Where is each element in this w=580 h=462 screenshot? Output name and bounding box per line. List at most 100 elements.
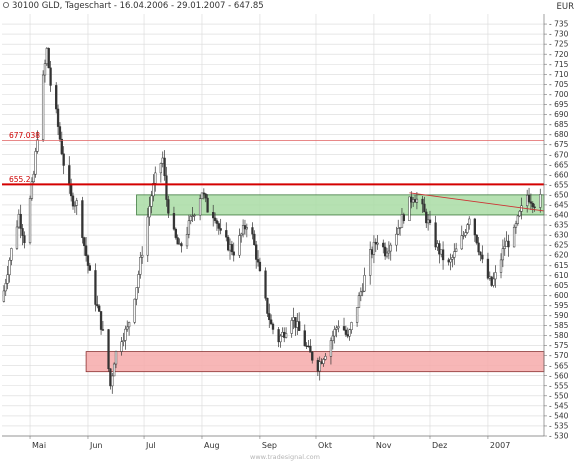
candle-body [290,320,293,334]
y-tick-label: - 610 [549,271,569,280]
candle-body [387,250,391,254]
y-tick-label: - 730 [549,30,569,39]
candle-body [111,375,114,387]
y-tick-label: - 660 [549,170,569,179]
y-tick-label: - 555 [549,381,569,390]
candle-body [460,235,463,250]
candle-body [62,153,65,166]
y-tick-label: - 715 [549,60,569,69]
candle-body [75,200,78,206]
candle-body [200,192,204,199]
candle-body [488,276,491,279]
candle-body [527,194,531,202]
candle-body [428,219,432,223]
y-tick-label: - 590 [549,311,569,320]
y-tick-label: - 545 [549,401,569,410]
candle-body [193,214,196,217]
y-tick-label: - 650 [549,190,569,199]
x-tick-label: Jul [145,441,156,450]
candle-body [415,198,419,203]
y-tick-label: - 560 [549,371,569,380]
y-tick-label: - 615 [549,261,569,270]
candle-body [84,245,88,256]
candle-body [475,234,478,244]
candle-body [96,304,99,307]
candle-body [32,173,35,183]
candle-body [163,157,166,177]
candle-body [245,227,248,230]
candle-body [159,163,163,174]
candle-body [402,214,405,222]
y-tick-label: - 670 [549,150,569,159]
candle-body [161,157,164,164]
candle-body [284,333,288,338]
candle-body [369,249,372,276]
candle-body [264,270,267,299]
y-tick-label: - 690 [549,110,569,119]
candle-body [217,223,220,229]
candle-body [298,321,301,331]
candle-body [492,278,495,286]
chart-gridlines [2,14,544,437]
candle-body [292,317,295,321]
candle-body [28,198,32,244]
candle-body [202,192,205,195]
candle-body [198,198,202,216]
candle-body [324,356,327,360]
y-tick-label: - 710 [549,70,569,79]
candle-body [322,359,325,364]
candle-body [436,243,439,248]
candle-body [477,242,480,253]
candle-body [135,287,138,300]
candle-body [359,291,362,296]
chart-zones [85,194,545,373]
x-tick-label: Okt [318,441,332,450]
candle-body [447,259,450,263]
candle-body [230,244,234,253]
x-tick-label: Dez [432,441,447,450]
y-tick-label: - 550 [549,391,569,400]
y-tick-label: - 725 [549,40,569,49]
candle-body [481,254,484,260]
candle-body [434,222,437,248]
y-tick-label: - 675 [549,140,569,149]
candle-body [165,175,168,200]
y-tick-label: - 655 [549,180,569,189]
chart-trendline [409,192,545,212]
candle-body [311,351,314,361]
level-label: 677.038 [9,131,40,140]
chart-title: 30100 GLD, Tageschart - 16.04.2006 - 29.… [12,1,264,11]
candle-body [355,307,359,323]
header-radio-icon[interactable] [3,2,9,8]
candle-body [176,237,179,245]
candle-body [219,228,222,231]
candle-body [423,203,426,213]
y-tick-label: - 720 [549,50,569,59]
y-tick-label: - 625 [549,241,569,250]
candle-body [152,183,155,197]
candle-body [258,261,262,272]
candle-body [412,199,415,203]
candle-body [150,195,153,207]
candle-body [468,218,471,226]
candle-body [19,213,22,229]
candle-body [294,317,297,328]
candle-body [191,215,194,218]
y-tick-label: - 540 [549,412,569,421]
candle-body [109,368,112,387]
candle-body [342,326,346,331]
candle-body [337,326,340,329]
candle-body [455,248,458,252]
chart-axes: - 530- 535- 540 - 545- 550- 555- 560- 565… [2,14,569,450]
candle-body [383,246,387,257]
candle-body [88,265,91,271]
candle-body [309,345,312,353]
candle-body [533,206,536,208]
candle-body [10,248,13,261]
candle-body [21,228,24,236]
candle-body [137,274,140,288]
chart-levels: 677.038 655.2 [2,131,544,186]
candle-body [112,363,116,377]
candle-body [526,194,529,207]
candle-body [529,201,533,204]
